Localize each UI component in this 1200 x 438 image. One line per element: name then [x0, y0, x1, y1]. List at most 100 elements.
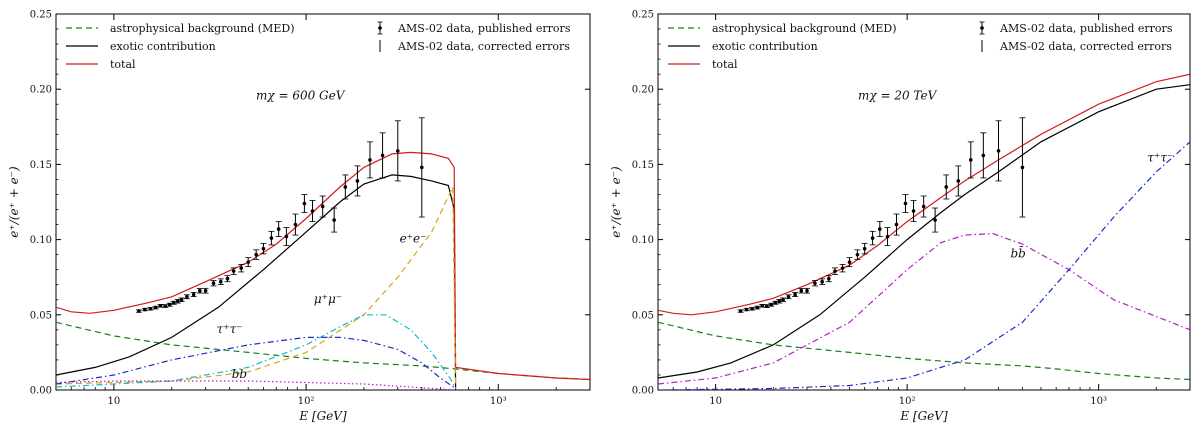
y-tick-label: 0.05 [632, 310, 654, 321]
data-point [820, 279, 824, 284]
data-point [911, 209, 916, 213]
legend-marker [378, 26, 382, 30]
data-point [755, 305, 760, 310]
data-point [343, 185, 348, 189]
series-line [658, 73, 1190, 316]
data-point [855, 252, 860, 257]
data-point [239, 266, 244, 270]
curves [56, 151, 590, 390]
series-line [658, 321, 1190, 381]
data-point [921, 204, 926, 209]
data-point [769, 302, 773, 307]
data-point [175, 299, 180, 304]
data-point [185, 294, 189, 299]
data-point [894, 222, 899, 227]
data-point [870, 236, 875, 240]
legend-label: AMS-02 data, published errors [999, 22, 1173, 35]
curve-label: μ⁺μ⁻ [314, 292, 342, 306]
data-point [773, 300, 778, 305]
data-point [225, 276, 230, 281]
data-point [395, 149, 400, 153]
y-tick-label: 0.25 [632, 10, 654, 21]
right-panel-20tev: 0.00 0.05 0.10 0.15 0.20 0.25 10 10² 10³ E [GeV] e… [609, 10, 1191, 423]
data-point [878, 227, 882, 231]
data-point [218, 279, 223, 284]
data-point [231, 269, 236, 273]
y-tick-label: 0.10 [632, 235, 654, 246]
y-tick-label: 0.05 [30, 310, 52, 321]
data-point [211, 281, 216, 286]
mass-annotation: mχ = 600 GeV [256, 89, 346, 103]
data-point [148, 306, 153, 311]
y-tick-label: 0.15 [30, 160, 52, 171]
legend-label: AMS-02 data, corrected errors [999, 40, 1172, 53]
data-point [293, 222, 298, 227]
data-point [799, 288, 804, 293]
y-tick-label: 0.00 [30, 386, 52, 397]
series-line [56, 151, 590, 381]
x-tick-label: 10³ [1090, 396, 1107, 407]
data-point [310, 209, 315, 213]
data-point [261, 246, 266, 251]
curve-label: τ⁺τ⁻ [217, 322, 243, 336]
data-point [355, 179, 360, 183]
data-point [981, 153, 986, 158]
data-point [1020, 165, 1025, 170]
data-point [996, 149, 1001, 153]
data-point [284, 234, 289, 239]
data-point [786, 294, 791, 299]
x-axis-label: E [GeV] [298, 409, 347, 423]
data-point [332, 218, 336, 222]
y-tick-label: 0.15 [632, 160, 654, 171]
data-point [840, 266, 845, 270]
data-point [805, 288, 809, 293]
data-point [191, 292, 196, 297]
data-point [781, 297, 785, 302]
y-tick-label: 0.10 [30, 235, 52, 246]
data-point [813, 281, 817, 286]
data-point [171, 300, 176, 305]
data-point [760, 303, 764, 308]
data-point [203, 288, 208, 293]
data-point [269, 236, 274, 240]
mass-annotation: mχ = 20 TeV [858, 89, 938, 103]
plot-frame [55, 13, 591, 391]
legend-label: total [110, 58, 136, 71]
data-point [933, 218, 937, 222]
legend-label: exotic contribution [110, 40, 216, 53]
data-point [885, 234, 890, 239]
x-tick-label: 10 [107, 396, 120, 407]
data-point [847, 260, 852, 264]
x-tick-label: 10² [298, 396, 315, 407]
data-point [179, 297, 184, 302]
data-point [420, 165, 424, 170]
legend-label: astrophysical background (MED) [110, 22, 295, 35]
data-point [320, 204, 325, 209]
series-line [56, 186, 457, 389]
data-point [765, 304, 769, 308]
left-panel-600gev: 0.00 0.05 0.10 0.15 0.20 0.25 10 10² 10³ E [GeV] e… [7, 10, 591, 423]
curve-label: bb̄ [1010, 245, 1025, 261]
legend-label: astrophysical background (MED) [712, 22, 897, 35]
data-point [368, 158, 372, 162]
data-point [276, 227, 281, 231]
data-point [153, 305, 158, 310]
data-point [246, 260, 251, 264]
data-point [944, 185, 949, 189]
data-point [744, 307, 749, 312]
data-point [777, 299, 782, 304]
y-tick-label: 0.00 [632, 386, 654, 397]
series-line [658, 232, 1190, 385]
x-tick-label: 10² [899, 396, 916, 407]
data-point [833, 269, 837, 273]
data-point [167, 302, 172, 307]
y-axis-label: e⁺/(e⁺ + e⁻) [7, 166, 21, 238]
legend-label: total [712, 58, 738, 71]
data-point [903, 201, 908, 206]
y-tick-label: 0.20 [30, 85, 52, 96]
data-point [254, 252, 258, 257]
legend-label: AMS-02 data, published errors [397, 22, 571, 35]
curve-label: τ⁺τ⁻ [1147, 150, 1173, 164]
x-tick-label: 10 [709, 396, 722, 407]
series-line [658, 84, 1190, 379]
